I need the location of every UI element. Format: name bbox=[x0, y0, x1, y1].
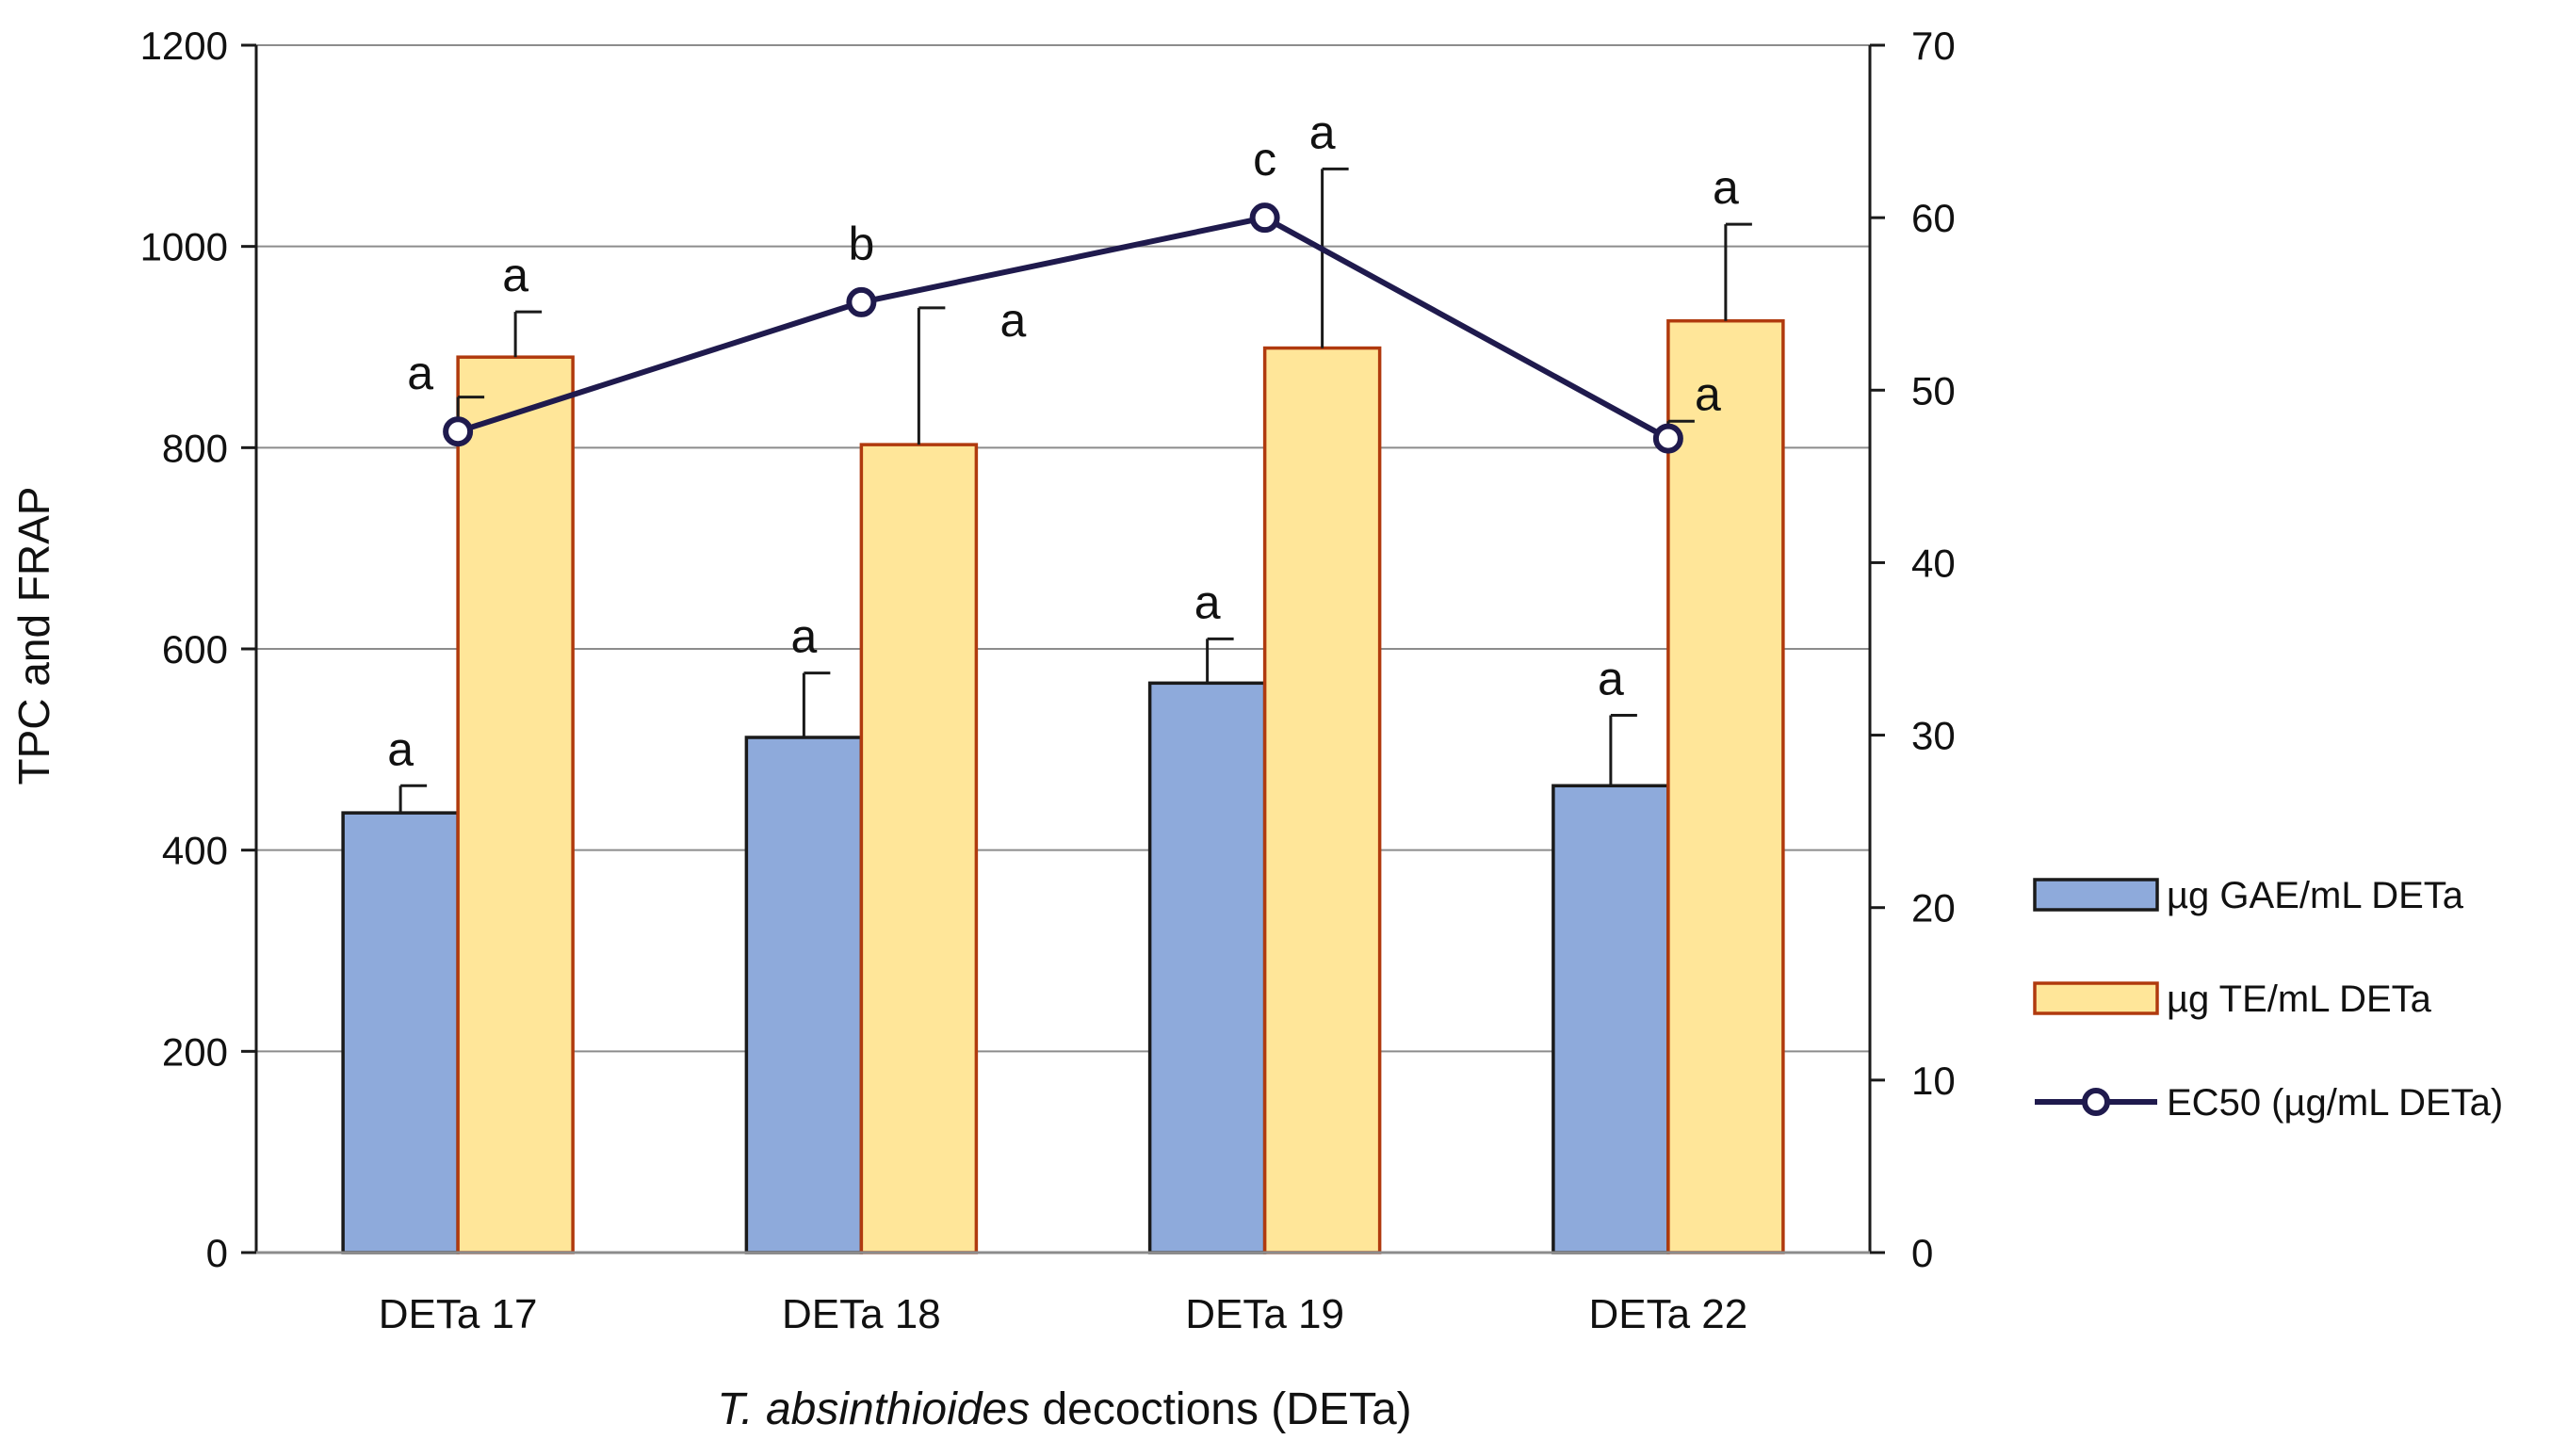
ec50-point bbox=[1652, 423, 1683, 454]
x-axis-label: T. absinthioides decoctions (DETa) bbox=[717, 1384, 1411, 1434]
legend-label: EC50 (µg/mL DETa) bbox=[2167, 1082, 2503, 1124]
legend-swatch bbox=[2033, 981, 2159, 1015]
left-tick-label: 800 bbox=[162, 426, 228, 470]
significance-letter: a bbox=[1309, 105, 1336, 158]
left-tick-label: 600 bbox=[162, 627, 228, 671]
bar bbox=[341, 811, 460, 1254]
legend-swatch bbox=[2033, 878, 2159, 912]
error-bars bbox=[398, 167, 1752, 814]
right-tick-label: 60 bbox=[1911, 196, 1956, 240]
significance-letter: a bbox=[999, 294, 1026, 347]
ec50-series-line bbox=[457, 214, 1670, 442]
bar bbox=[859, 443, 979, 1254]
significance-letter: a bbox=[407, 347, 433, 399]
bar bbox=[1666, 318, 1785, 1254]
x-axis-label-species: T. absinthioides bbox=[717, 1384, 1030, 1434]
y-axis-label: TPC and FRAP bbox=[9, 487, 58, 785]
bar bbox=[456, 355, 575, 1254]
category-label: DETa 18 bbox=[782, 1291, 941, 1337]
left-tick-label: 1000 bbox=[140, 225, 228, 269]
right-tick-label: 10 bbox=[1911, 1059, 1956, 1103]
category-label: DETa 19 bbox=[1185, 1291, 1344, 1337]
significance-letter: a bbox=[387, 722, 414, 775]
right-tick-label: 40 bbox=[1911, 541, 1956, 585]
significance-letter: a bbox=[1713, 161, 1739, 214]
legend-label: µg TE/mL DETa bbox=[2167, 979, 2432, 1020]
right-tick-label: 0 bbox=[1911, 1231, 1933, 1275]
left-tick-label: 0 bbox=[206, 1231, 228, 1275]
legend-label: µg GAE/mL DETa bbox=[2167, 875, 2464, 916]
x-axis-label-rest: decoctions (DETa) bbox=[1030, 1384, 1412, 1434]
category-label: DETa 22 bbox=[1588, 1291, 1747, 1337]
significance-letter: a bbox=[502, 249, 528, 301]
right-tick-label: 50 bbox=[1911, 368, 1956, 413]
ec50-line bbox=[443, 202, 1683, 454]
bar bbox=[1262, 346, 1382, 1254]
axes: 0 200 400 600 800 1000 1200 0 10 20 30 40 50 60 70 DETa… bbox=[140, 24, 1956, 1337]
ec50-point bbox=[846, 286, 877, 317]
bar bbox=[1147, 681, 1267, 1254]
left-tick-label: 400 bbox=[162, 829, 228, 873]
category-label: DETa 17 bbox=[379, 1291, 538, 1337]
significance-letter: a bbox=[1194, 575, 1221, 628]
right-tick-label: 20 bbox=[1911, 886, 1956, 930]
ec50-point bbox=[443, 416, 474, 447]
bar bbox=[744, 736, 864, 1254]
right-tick-label: 70 bbox=[1911, 24, 1956, 68]
bars bbox=[341, 318, 1785, 1254]
significance-letter: a bbox=[1598, 653, 1624, 705]
significance-letter: a bbox=[1695, 368, 1721, 421]
significance-letter: c bbox=[1253, 133, 1276, 186]
ec50-point bbox=[1249, 202, 1280, 234]
left-tick-label: 1200 bbox=[140, 24, 228, 68]
legend-swatch-marker bbox=[2082, 1088, 2110, 1116]
significance-letter: a bbox=[790, 610, 817, 663]
bar bbox=[1552, 784, 1670, 1254]
significance-letter: b bbox=[848, 218, 874, 270]
left-tick-label: 200 bbox=[162, 1029, 228, 1074]
legend: µg GAE/mL DETa µg TE/mL DETa EC50 (µg/mL D… bbox=[2033, 875, 2503, 1124]
right-tick-label: 30 bbox=[1911, 714, 1956, 758]
